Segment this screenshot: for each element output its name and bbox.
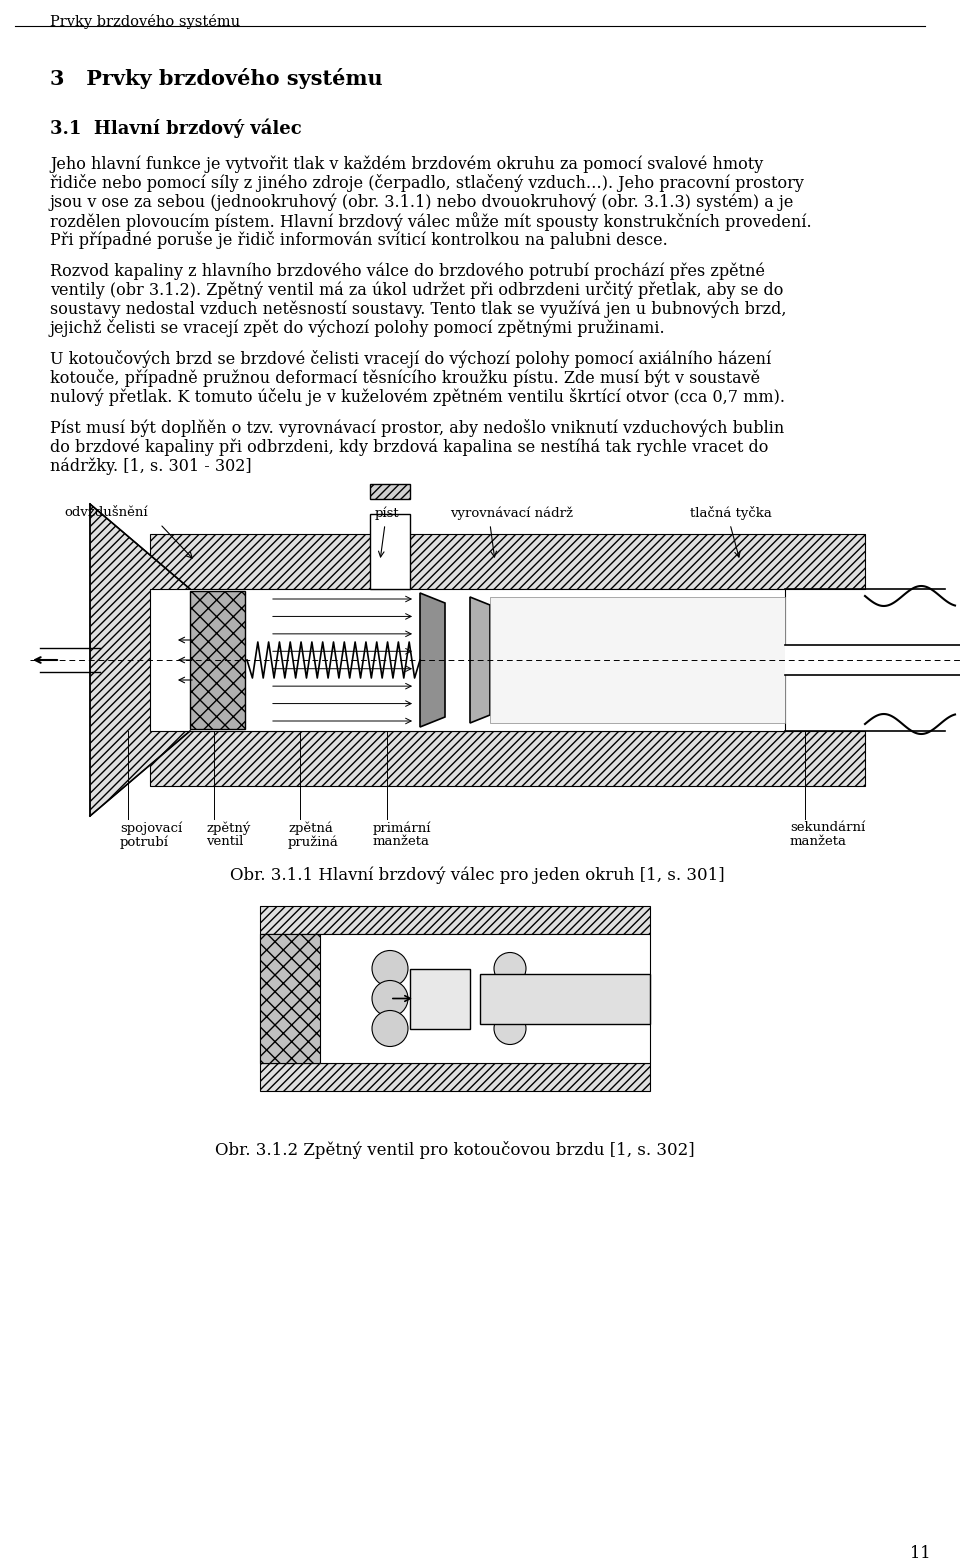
Circle shape xyxy=(372,1010,408,1046)
Bar xyxy=(785,645,960,674)
Text: jsou v ose za sebou (jednookruhový (obr. 3.1.1) nebo dvouokruhový (obr. 3.1.3) s: jsou v ose za sebou (jednookruhový (obr.… xyxy=(50,194,794,211)
Text: Píst musí být doplňěn o tzv. vyrovnávací prostor, aby nedošlo vniknutí vzduchový: Píst musí být doplňěn o tzv. vyrovnávací… xyxy=(50,418,784,437)
Polygon shape xyxy=(90,504,190,816)
Text: 11: 11 xyxy=(909,1545,930,1561)
Text: nulový přetlak. K tomuto účelu je v kuželovém zpětném ventilu škrtící otvor (cca: nulový přetlak. K tomuto účelu je v kuže… xyxy=(50,389,785,406)
Text: Obr. 3.1.1 Hlavní brzdový válec pro jeden okruh [1, s. 301]: Obr. 3.1.1 Hlavní brzdový válec pro jede… xyxy=(230,866,725,884)
Polygon shape xyxy=(470,596,490,723)
Text: manžeta: manžeta xyxy=(373,835,430,848)
Text: tlačná tyčka: tlačná tyčka xyxy=(690,506,772,520)
Bar xyxy=(260,933,650,1063)
Text: zpětný: zpětný xyxy=(206,821,251,835)
Text: potrubí: potrubí xyxy=(120,835,169,849)
Bar xyxy=(410,968,470,1029)
Text: jejichž čelisti se vracejí zpět do výchozí polohy pomocí zpětnými pružinami.: jejichž čelisti se vracejí zpět do výcho… xyxy=(50,318,665,337)
Bar xyxy=(260,905,650,933)
Polygon shape xyxy=(420,593,445,727)
Text: píst: píst xyxy=(375,506,399,520)
Text: manžeta: manžeta xyxy=(790,835,847,848)
Text: pružiná: pružiná xyxy=(288,835,339,849)
Text: 3   Prvky brzdového systému: 3 Prvky brzdového systému xyxy=(50,69,383,89)
Text: řidiče nebo pomocí síly z jiného zdroje (čerpadlo, stlačený vzduch…). Jeho praco: řidiče nebo pomocí síly z jiného zdroje … xyxy=(50,173,804,192)
Bar xyxy=(150,731,865,787)
Text: Prvky brzdového systému: Prvky brzdového systému xyxy=(50,14,240,30)
Text: Při případné poruše je řidič informován svíticí kontrolkou na palubni desce.: Při případné poruše je řidič informován … xyxy=(50,231,668,250)
Text: Obr. 3.1.2 Zpětný ventil pro kotoučovou brzdu [1, s. 302]: Obr. 3.1.2 Zpětný ventil pro kotoučovou … xyxy=(215,1141,695,1158)
Text: rozdělen plovoucím pístem. Hlavní brzdový válec může mít spousty konstrukčních p: rozdělen plovoucím pístem. Hlavní brzdov… xyxy=(50,212,811,231)
Text: U kotoučových brzd se brzdové čelisti vracejí do výchozí polohy pomocí axiálního: U kotoučových brzd se brzdové čelisti vr… xyxy=(50,350,771,368)
Bar xyxy=(490,596,785,723)
Text: soustavy nedostal vzduch netěsností soustavy. Tento tlak se využívá jen u bubnov: soustavy nedostal vzduch netěsností sous… xyxy=(50,300,786,317)
Bar xyxy=(150,534,865,588)
Bar xyxy=(150,588,785,731)
Text: Rozvod kapaliny z hlavního brzdového válce do brzdového potrubí prochází přes zp: Rozvod kapaliny z hlavního brzdového vál… xyxy=(50,262,765,279)
Text: ventily (obr 3.1.2). Zpětný ventil má za úkol udržet při odbrzdeni určitý přetla: ventily (obr 3.1.2). Zpětný ventil má za… xyxy=(50,281,783,300)
Bar xyxy=(260,1063,650,1091)
Text: nádržky. [1, s. 301 - 302]: nádržky. [1, s. 301 - 302] xyxy=(50,457,252,475)
Text: odvzdušnění: odvzdušnění xyxy=(64,506,148,518)
Text: 3.1  Hlavní brzdový válec: 3.1 Hlavní brzdový válec xyxy=(50,119,301,137)
Text: sekundární: sekundární xyxy=(790,821,865,834)
Bar xyxy=(370,484,410,500)
Text: kotouče, případně pružnou deformací těsnícího kroužku pístu. Zde musí být v sous: kotouče, případně pružnou deformací těsn… xyxy=(50,368,760,387)
Text: Jeho hlavní funkce je vytvořit tlak v každém brzdovém okruhu za pomocí svalové h: Jeho hlavní funkce je vytvořit tlak v ka… xyxy=(50,155,763,173)
Text: vyrovnávací nádrž: vyrovnávací nádrž xyxy=(450,506,573,520)
Bar xyxy=(260,933,320,1063)
Bar xyxy=(370,514,410,588)
Text: zpětná: zpětná xyxy=(288,821,333,835)
Circle shape xyxy=(372,951,408,987)
Text: spojovací: spojovací xyxy=(120,821,182,835)
Bar xyxy=(190,592,245,729)
Bar xyxy=(480,974,650,1024)
Text: ventil: ventil xyxy=(206,835,244,848)
Text: primární: primární xyxy=(373,821,431,835)
Circle shape xyxy=(494,1013,526,1044)
Circle shape xyxy=(494,952,526,985)
Text: do brzdové kapaliny při odbrzdeni, kdy brzdová kapalina se nestíhá tak rychle vr: do brzdové kapaliny při odbrzdeni, kdy b… xyxy=(50,439,768,456)
Circle shape xyxy=(372,980,408,1016)
